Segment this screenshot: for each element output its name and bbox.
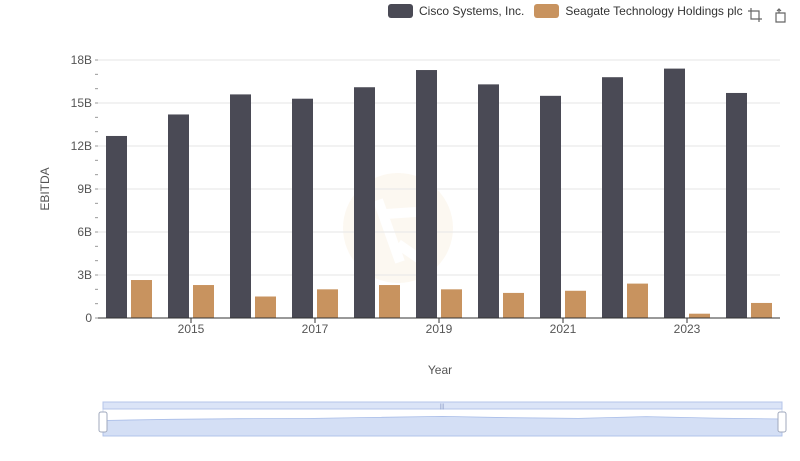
bar-cisco-2021[interactable] xyxy=(540,95,561,318)
y-tick-label: 9B xyxy=(77,182,92,196)
slider-right-handle[interactable] xyxy=(777,411,787,433)
bar-cisco-2016[interactable] xyxy=(230,94,251,319)
data-zoom-slider[interactable]: ||| xyxy=(98,401,787,437)
y-axis-title: EBITDA xyxy=(38,167,52,210)
bar-seagate-2016[interactable] xyxy=(255,296,276,319)
restore-icon[interactable] xyxy=(773,7,789,23)
x-tick-label: 2023 xyxy=(674,322,701,336)
x-tick-label: 2021 xyxy=(550,322,577,336)
toolbox xyxy=(747,7,799,23)
x-axis: 2015 2017 2019 2021 2023 xyxy=(98,317,780,336)
bar-seagate-2017[interactable] xyxy=(317,289,338,318)
bar-cisco-2019[interactable] xyxy=(416,70,437,319)
bar-seagate-2019[interactable] xyxy=(441,289,462,318)
x-tick-label: 2015 xyxy=(178,322,205,336)
legend-swatch-seagate xyxy=(534,4,560,18)
legend-label-cisco: Cisco Systems, Inc. xyxy=(419,4,525,18)
y-tick-label: 0 xyxy=(85,311,92,325)
bars xyxy=(106,68,772,319)
bar-cisco-2020[interactable] xyxy=(478,84,499,318)
bar-cisco-2023[interactable] xyxy=(664,68,685,318)
y-tick-label: 6B xyxy=(77,225,92,239)
y-tick-label: 18B xyxy=(71,53,92,67)
slider-grip-icon[interactable]: ||| xyxy=(440,404,445,410)
legend: Cisco Systems, Inc. Seagate Technology H… xyxy=(388,4,753,18)
bar-seagate-2014[interactable] xyxy=(131,280,152,318)
bar-cisco-2017[interactable] xyxy=(292,98,313,318)
x-axis-title: Year xyxy=(428,363,452,377)
bar-seagate-2021[interactable] xyxy=(565,290,586,318)
bar-seagate-2018[interactable] xyxy=(379,285,400,318)
x-tick-label: 2017 xyxy=(302,322,329,336)
y-tick-label: 3B xyxy=(77,268,92,282)
y-tick-label: 12B xyxy=(71,139,92,153)
x-tick-label: 2019 xyxy=(426,322,453,336)
y-axis: 0 3B 6B 9B 12B 15B 18B xyxy=(71,53,98,325)
bar-seagate-2020[interactable] xyxy=(503,292,524,318)
legend-label-seagate: Seagate Technology Holdings plc xyxy=(565,4,743,18)
bar-seagate-2022[interactable] xyxy=(627,283,648,318)
legend-swatch-cisco xyxy=(388,4,413,18)
bar-cisco-2018[interactable] xyxy=(354,87,375,318)
bar-seagate-2015[interactable] xyxy=(193,285,214,318)
legend-item-cisco[interactable]: Cisco Systems, Inc. xyxy=(388,4,524,18)
slider-preview-area xyxy=(102,415,783,437)
slider-left-handle[interactable] xyxy=(98,411,108,433)
zoom-icon[interactable] xyxy=(747,7,763,23)
bar-cisco-2024[interactable] xyxy=(726,92,747,318)
bar-seagate-2024[interactable] xyxy=(751,302,772,318)
bar-cisco-2022[interactable] xyxy=(602,77,623,318)
bar-cisco-2015[interactable] xyxy=(168,114,189,318)
legend-item-seagate[interactable]: Seagate Technology Holdings plc xyxy=(534,4,743,18)
bar-cisco-2014[interactable] xyxy=(106,135,127,318)
bar-seagate-2023[interactable] xyxy=(689,313,710,318)
slider-top-bar[interactable] xyxy=(102,401,783,410)
y-tick-label: 15B xyxy=(71,96,92,110)
